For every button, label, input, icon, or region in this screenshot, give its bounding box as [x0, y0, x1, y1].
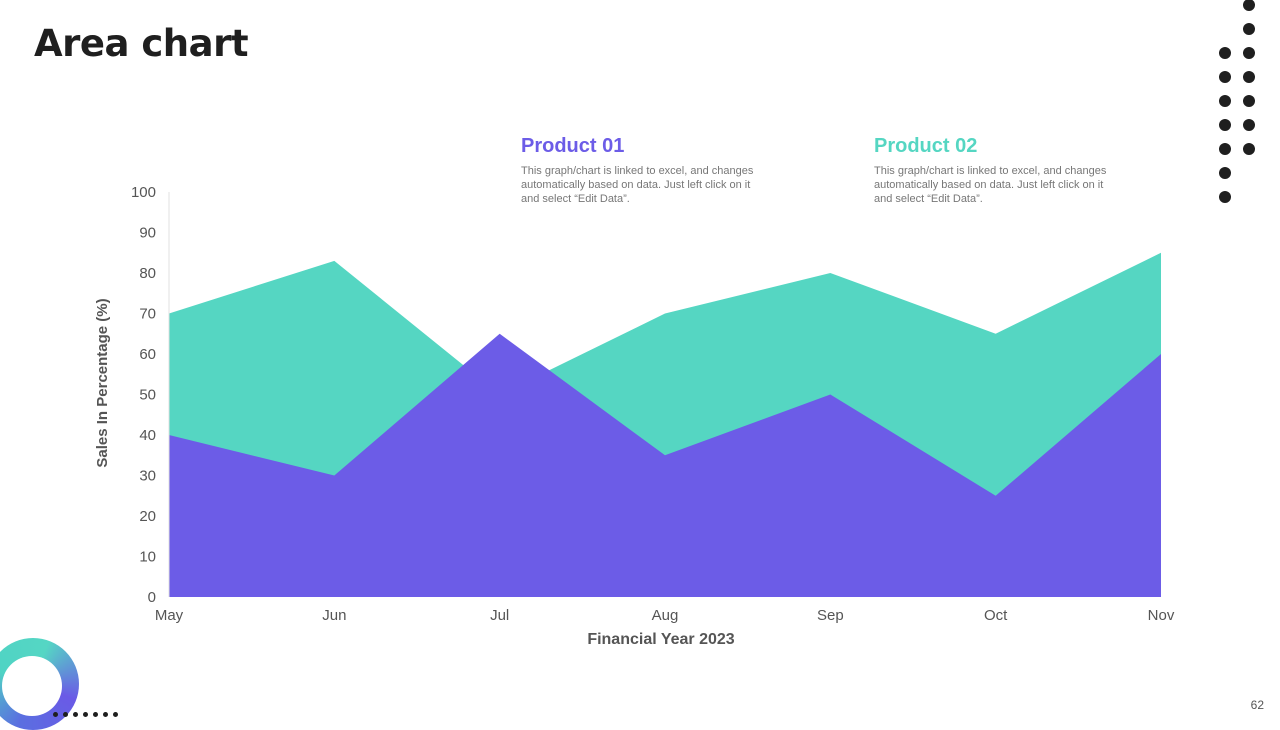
decor-dot: [1219, 71, 1231, 83]
decor-dot: [1243, 71, 1255, 83]
page-number: 62: [1251, 698, 1264, 712]
decor-dot: [103, 712, 108, 717]
y-tick-label: 80: [139, 265, 156, 282]
decor-dot: [1243, 0, 1255, 11]
y-tick-label: 20: [139, 508, 156, 525]
decorative-dot-row: [50, 712, 130, 720]
x-tick-label: Jul: [490, 607, 509, 624]
decor-dot: [1219, 191, 1231, 203]
decor-dot: [63, 712, 68, 717]
y-tick-label: 30: [139, 468, 156, 485]
decor-dot: [93, 712, 98, 717]
decor-dot: [73, 712, 78, 717]
y-tick-label: 40: [139, 427, 156, 444]
x-tick-label: Sep: [817, 607, 844, 624]
x-tick-label: Aug: [652, 607, 679, 624]
x-tick-label: Jun: [322, 607, 346, 624]
decor-dot: [113, 712, 118, 717]
decor-dot: [1219, 167, 1231, 179]
decor-dot: [1219, 95, 1231, 107]
y-tick-label: 0: [148, 589, 156, 606]
y-axis-title: Sales In Percentage (%): [94, 298, 111, 467]
decor-dot: [1243, 95, 1255, 107]
decor-dot: [53, 712, 58, 717]
y-tick-label: 60: [139, 346, 156, 363]
y-tick-label: 90: [139, 225, 156, 242]
x-tick-label: May: [155, 607, 184, 624]
y-tick-label: 50: [139, 387, 156, 404]
x-axis-title: Financial Year 2023: [587, 631, 734, 648]
decor-dot: [83, 712, 88, 717]
y-tick-label: 70: [139, 306, 156, 323]
y-tick-label: 10: [139, 549, 156, 566]
x-tick-label: Nov: [1148, 607, 1175, 624]
decorative-dot-grid: [1220, 0, 1280, 210]
y-tick-label: 100: [131, 184, 156, 201]
decor-dot: [1243, 47, 1255, 59]
decor-dot: [1219, 143, 1231, 155]
decor-dot: [1243, 119, 1255, 131]
decor-dot: [1219, 47, 1231, 59]
decor-dot: [1243, 23, 1255, 35]
decor-dot: [1243, 143, 1255, 155]
x-tick-label: Oct: [984, 607, 1008, 624]
decor-dot: [1219, 119, 1231, 131]
